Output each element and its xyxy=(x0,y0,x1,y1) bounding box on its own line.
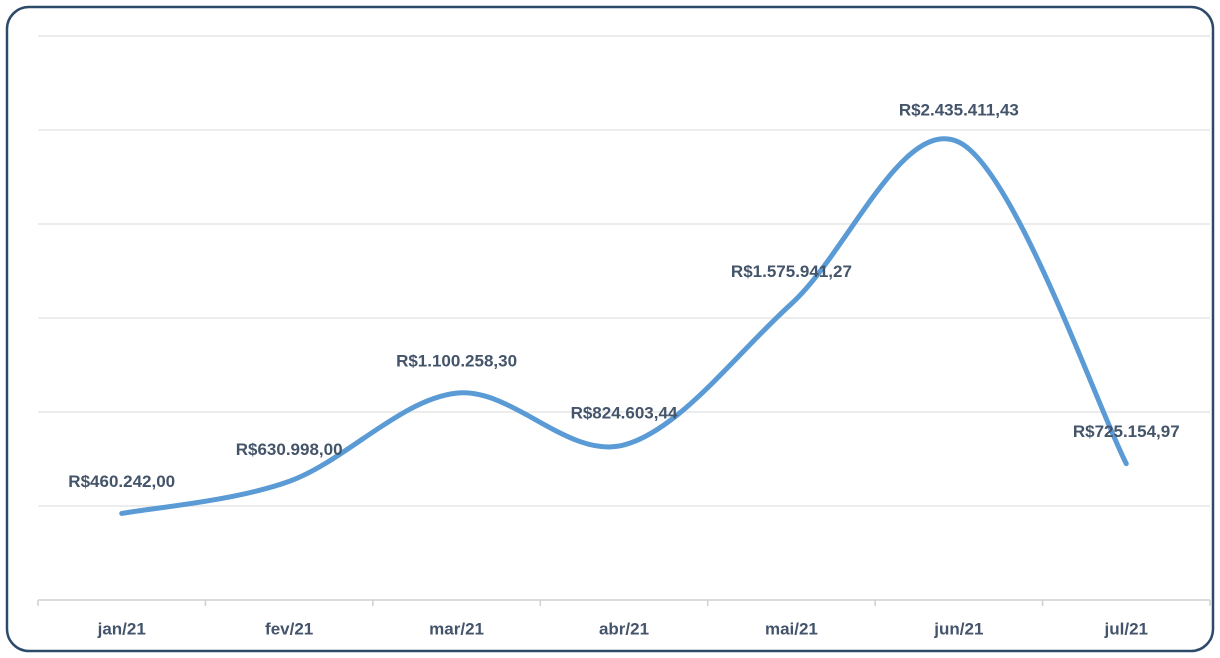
data-label: R$1.100.258,30 xyxy=(396,352,517,371)
line xyxy=(119,136,1129,516)
x-tick-label: mai/21 xyxy=(765,619,818,638)
data-label: R$824.603,44 xyxy=(571,403,678,422)
data-label: R$725.154,97 xyxy=(1073,422,1180,441)
data-label: R$460.242,00 xyxy=(68,472,175,491)
card-border xyxy=(5,5,1215,653)
x-tick-label: jul/21 xyxy=(1104,619,1148,638)
x-tick-label: abr/21 xyxy=(599,619,649,638)
data-label: R$2.435.411,43 xyxy=(899,101,1019,120)
x-tick-label: jun/21 xyxy=(933,619,983,638)
x-tick-label: mar/21 xyxy=(429,619,484,638)
data-label: R$1.575.941,27 xyxy=(731,262,852,281)
data-label: R$630.998,00 xyxy=(236,440,343,459)
x-tick-label: jan/21 xyxy=(97,619,146,638)
x-tick-label: fev/21 xyxy=(265,619,313,638)
